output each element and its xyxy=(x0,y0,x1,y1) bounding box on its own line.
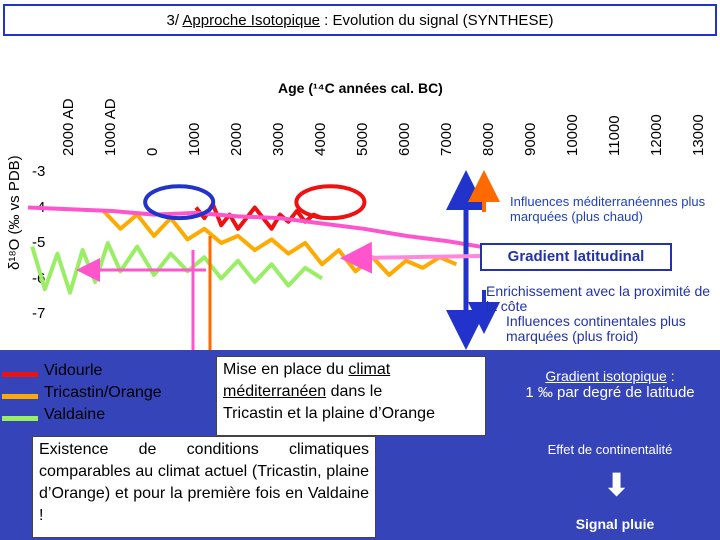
enrichment-text: Enrichissement avec la proximité de la c… xyxy=(486,283,711,314)
red-ellipse xyxy=(294,184,367,221)
y-tick-label: -5 xyxy=(32,234,46,251)
y-tick-label: -7 xyxy=(32,305,46,322)
page-title: 3/ Approche Isotopique : Evolution du si… xyxy=(5,12,715,29)
series-line xyxy=(102,209,458,277)
legend-vidourle: Vidourle xyxy=(44,362,103,379)
gradient-box: Gradient latitudinal xyxy=(480,243,672,271)
signal-label: Signal pluie xyxy=(575,516,655,532)
pink-pointer-arrow xyxy=(340,241,481,274)
title-box: 3/ Approche Isotopique : Evolution du si… xyxy=(3,4,717,36)
series-line xyxy=(30,241,324,295)
isotopic-gradient: Gradient isotopique : 1 ‰ par degré de l… xyxy=(500,368,720,401)
climate-box: Mise en place du climat méditerranéen da… xyxy=(216,356,486,436)
blue-ellipse xyxy=(143,184,216,221)
iso-suffix: : xyxy=(666,368,675,384)
continental-text: Influences continentales plus marquées (… xyxy=(506,313,686,344)
existence-box: Existence de conditions climatiques comp… xyxy=(32,436,376,538)
climate-line1: Mise en place du xyxy=(223,361,349,378)
bottom-panel: Vidourle Tricastin/Orange Valdaine Mise … xyxy=(0,350,720,540)
title-prefix: 3/ xyxy=(166,12,183,29)
climate-u1: climat xyxy=(348,361,391,378)
legend-tricastin: Tricastin/Orange xyxy=(44,384,162,401)
legend-valdaine: Valdaine xyxy=(44,406,106,423)
legend-swatch-valdaine xyxy=(2,416,38,421)
title-suffix: : Evolution du signal (SYNTHESE) xyxy=(320,12,554,29)
legend-swatch-vidourle xyxy=(2,372,38,377)
climate-line3: Tricastin et la plaine d’Orange xyxy=(223,405,435,422)
influences-note: Influences méditerranéennes plus marquée… xyxy=(510,194,706,224)
continentality-label: Effet de continentalité xyxy=(547,442,673,457)
climate-line2: méditerranéen xyxy=(223,383,327,400)
enrichment-note: Enrichissement avec la proximité de la c… xyxy=(486,284,716,344)
down-arrow-icon: ⬇ xyxy=(604,469,630,502)
legend-swatch-tricastin xyxy=(2,394,38,399)
iso-title: Gradient isotopique xyxy=(545,368,667,384)
iso-value: 1 ‰ par degré de latitude xyxy=(525,384,695,401)
age-axis-title: Age (¹⁴C années cal. BC) xyxy=(278,80,443,96)
y-tick-label: -3 xyxy=(32,163,46,180)
climate-line2b: dans le xyxy=(326,383,383,400)
title-underlined: Approche Isotopique xyxy=(182,12,321,29)
